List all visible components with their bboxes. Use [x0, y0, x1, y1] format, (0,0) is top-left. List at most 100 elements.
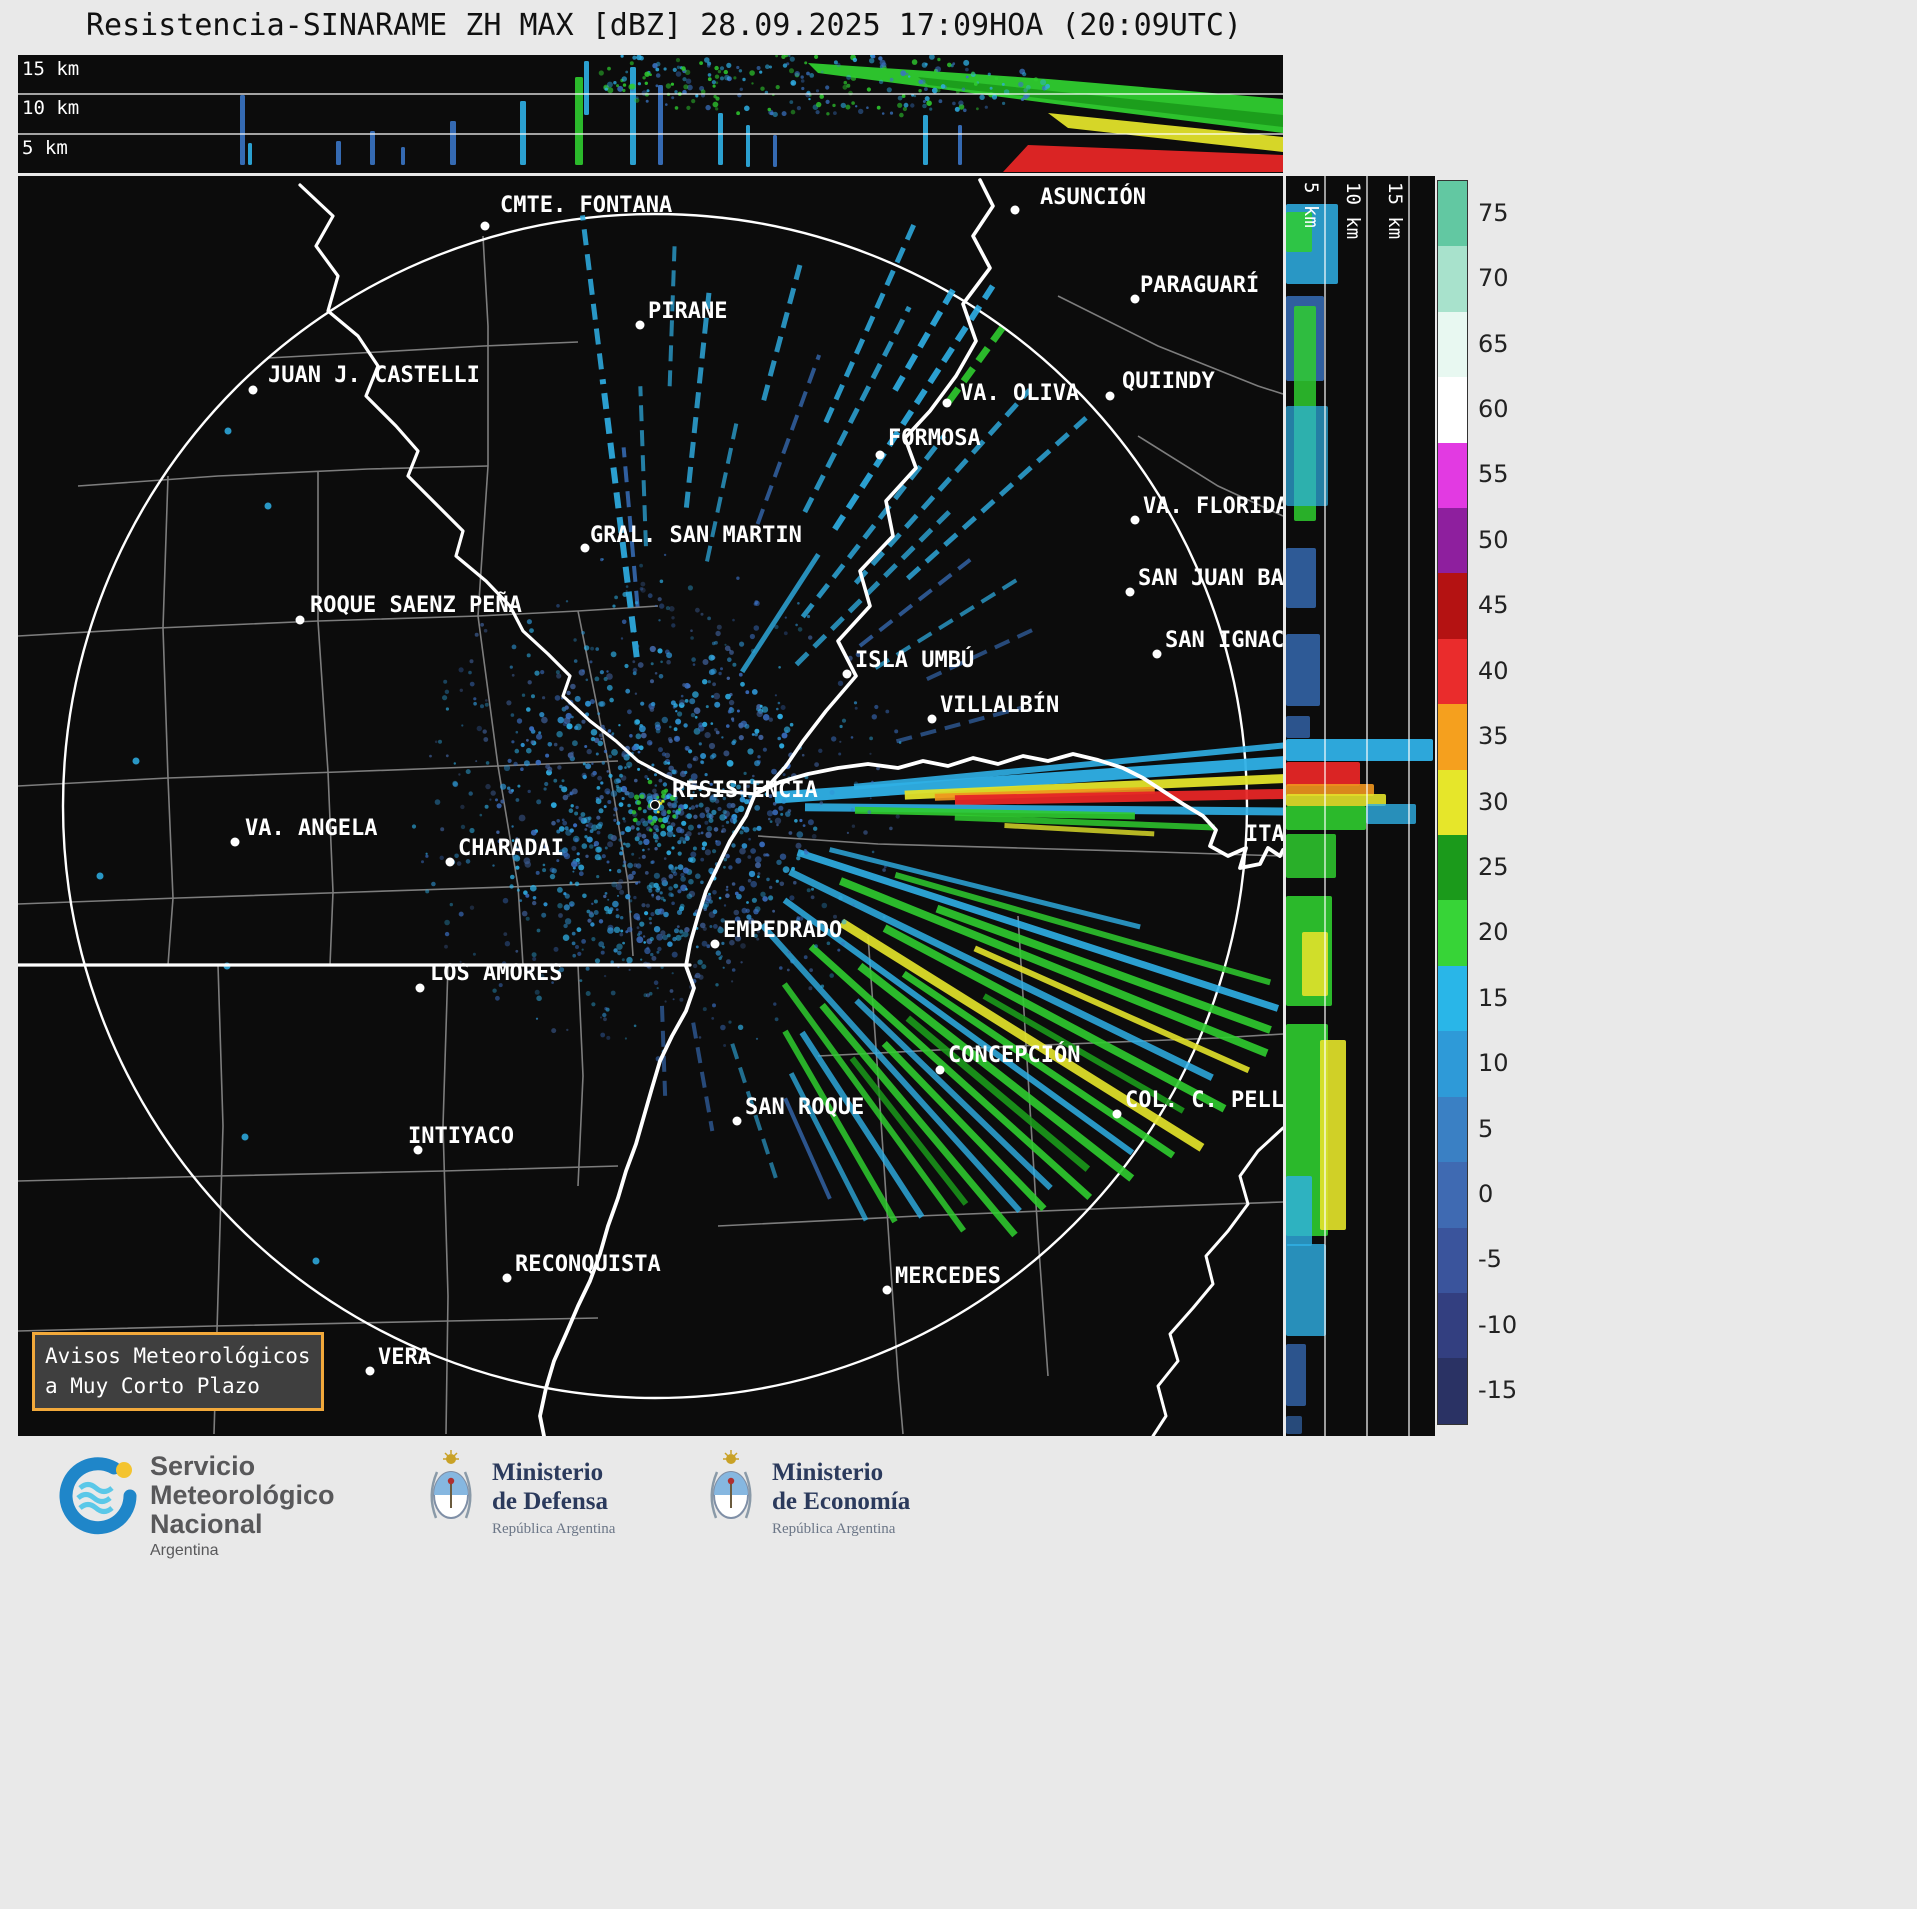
colorbar-tick: 70: [1478, 264, 1509, 293]
range-ring: [61, 212, 1249, 1400]
ground-clutter: [411, 553, 902, 1062]
city-label: LOS AMORES: [430, 961, 562, 986]
city-label: SAN ROQUE: [745, 1095, 864, 1120]
city-label: COL. C. PELLEGRINI: [1125, 1088, 1283, 1113]
colorbar-tick: 60: [1478, 394, 1509, 423]
colorbar-segment: [1438, 246, 1467, 312]
city-dot: [842, 669, 852, 679]
city-label: VERA: [378, 1345, 431, 1370]
colorbar-segment: [1438, 1292, 1467, 1359]
city-dot: [935, 1065, 945, 1075]
city-dot: [230, 837, 240, 847]
city-dot: [710, 939, 720, 949]
city-dot: [1152, 649, 1162, 659]
radar-map-canvas: CMTE. FONTANA ASUNCIÓN PIRANE PARAGUARÍ JUAN…: [18, 178, 1283, 1436]
city-dot: [502, 1273, 512, 1283]
coat-laurel-left: [430, 1471, 439, 1519]
city-label: SAN IGNACIO: [1165, 628, 1283, 653]
page-title: Resistencia-SINARAME ZH MAX [dBZ] 28.09.…: [86, 8, 1242, 43]
river-parana-east: [753, 752, 1283, 870]
coat-cap: [447, 1477, 455, 1485]
smn-line-3: Nacional: [150, 1509, 263, 1539]
river-parana-south: [538, 792, 757, 1436]
colorbar-tick: 35: [1478, 722, 1509, 751]
city-dot: [649, 799, 661, 811]
colorbar-tick: 40: [1478, 656, 1509, 685]
defensa-coat-of-arms: [424, 1450, 478, 1534]
alt-label-10km: 10 km: [1342, 182, 1364, 240]
colorbar-tick: -5: [1478, 1245, 1502, 1274]
smn-line-2: Meteorológico: [150, 1480, 335, 1510]
smn-logo: [54, 1450, 142, 1542]
colorbar-tick: 10: [1478, 1049, 1509, 1078]
colorbar: [1437, 180, 1468, 1425]
colorbar-segment: [1438, 1031, 1467, 1097]
warning-line-1: Avisos Meteorológicos: [45, 1344, 311, 1368]
smn-logo-wave: [76, 1492, 112, 1504]
economia-coat-of-arms: [704, 1450, 758, 1534]
city-dot: [415, 983, 425, 993]
colorbar-labels: 75 70 65 60 55 50 45 40 35 30 25 20 15 10 5 0 -5 -10 -15: [1478, 180, 1558, 1425]
city-dot: [927, 714, 937, 724]
warning-box[interactable]: Avisos Meteorológicos a Muy Corto Plazo: [32, 1332, 324, 1411]
city-dot: [1010, 205, 1020, 215]
city-label: ASUNCIÓN: [1040, 184, 1146, 210]
colorbar-segment: [1438, 769, 1467, 836]
colorbar-segment: [1438, 573, 1467, 639]
city-dot: [445, 857, 455, 867]
colorbar-body: [1437, 180, 1468, 1425]
city-label: PARAGUARÍ: [1140, 272, 1259, 298]
city-label: CMTE. FONTANA: [500, 193, 672, 218]
colorbar-tick: -15: [1478, 1376, 1518, 1405]
smn-logo-wave: [78, 1482, 114, 1494]
city-label: GRAL. SAN MARTIN: [590, 523, 802, 548]
colorbar-segment: [1438, 900, 1467, 966]
colorbar-tick: 65: [1478, 329, 1509, 358]
economia-sub: República Argentina: [772, 1521, 896, 1537]
alt-label-15km: 15 km: [22, 58, 80, 80]
city-label: VILLALBÍN: [940, 692, 1059, 718]
colorbar-segment: [1438, 965, 1467, 1032]
colorbar-segment: [1438, 377, 1467, 443]
colorbar-tick: 45: [1478, 591, 1509, 620]
city-dot: [1130, 515, 1140, 525]
top-echoes: [240, 55, 1283, 172]
economia-line-2: de Economía: [772, 1488, 911, 1515]
city-label: JUAN J. CASTELLI: [268, 363, 480, 388]
right-echoes: [1286, 204, 1433, 1434]
city-label: SAN JUAN BAUTISTA: [1138, 566, 1283, 591]
radar-map: CMTE. FONTANA ASUNCIÓN PIRANE PARAGUARÍ JUAN…: [18, 176, 1283, 1436]
colorbar-tick: 75: [1478, 198, 1509, 227]
radar-echoes: [96, 215, 1283, 1265]
city-label: RECONQUISTA: [515, 1252, 661, 1277]
city-dot: [942, 398, 952, 408]
city-dot: [413, 1145, 423, 1155]
coat-cap: [727, 1477, 735, 1485]
colorbar-tick: 15: [1478, 983, 1509, 1012]
city-label: ROQUE SAENZ PEÑA: [310, 592, 522, 618]
colorbar-tick: 25: [1478, 852, 1509, 881]
city-dot: [1125, 587, 1135, 597]
city-dot: [480, 221, 490, 231]
coat-laurel-right: [743, 1471, 752, 1519]
city-dot: [875, 450, 885, 460]
river-corriente: [1151, 1126, 1283, 1436]
city-label: PIRANE: [648, 299, 727, 324]
smn-wordmark: Servicio Meteorológico Nacional Argentin…: [150, 1452, 335, 1560]
defensa-line-2: de Defensa: [492, 1488, 608, 1515]
alt-label-10km: 10 km: [22, 97, 80, 119]
colorbar-segment: [1438, 508, 1467, 574]
colorbar-segment: [1438, 704, 1467, 770]
city-dot: [1112, 1109, 1122, 1119]
warning-line-2: a Muy Corto Plazo: [45, 1374, 260, 1399]
colorbar-segment: [1438, 1096, 1467, 1163]
cross-section-top-canvas: [18, 55, 1283, 172]
city-label: FORMOSA: [888, 426, 981, 451]
cross-section-right-canvas: [1286, 176, 1433, 1436]
city-label: VA. OLIVA: [960, 381, 1079, 406]
colorbar-tick: -10: [1478, 1310, 1518, 1339]
city-label: VA. FLORIDA: [1143, 494, 1283, 519]
city-label: ISLA UMBÚ: [855, 647, 974, 673]
river-bermejo: [298, 183, 757, 796]
